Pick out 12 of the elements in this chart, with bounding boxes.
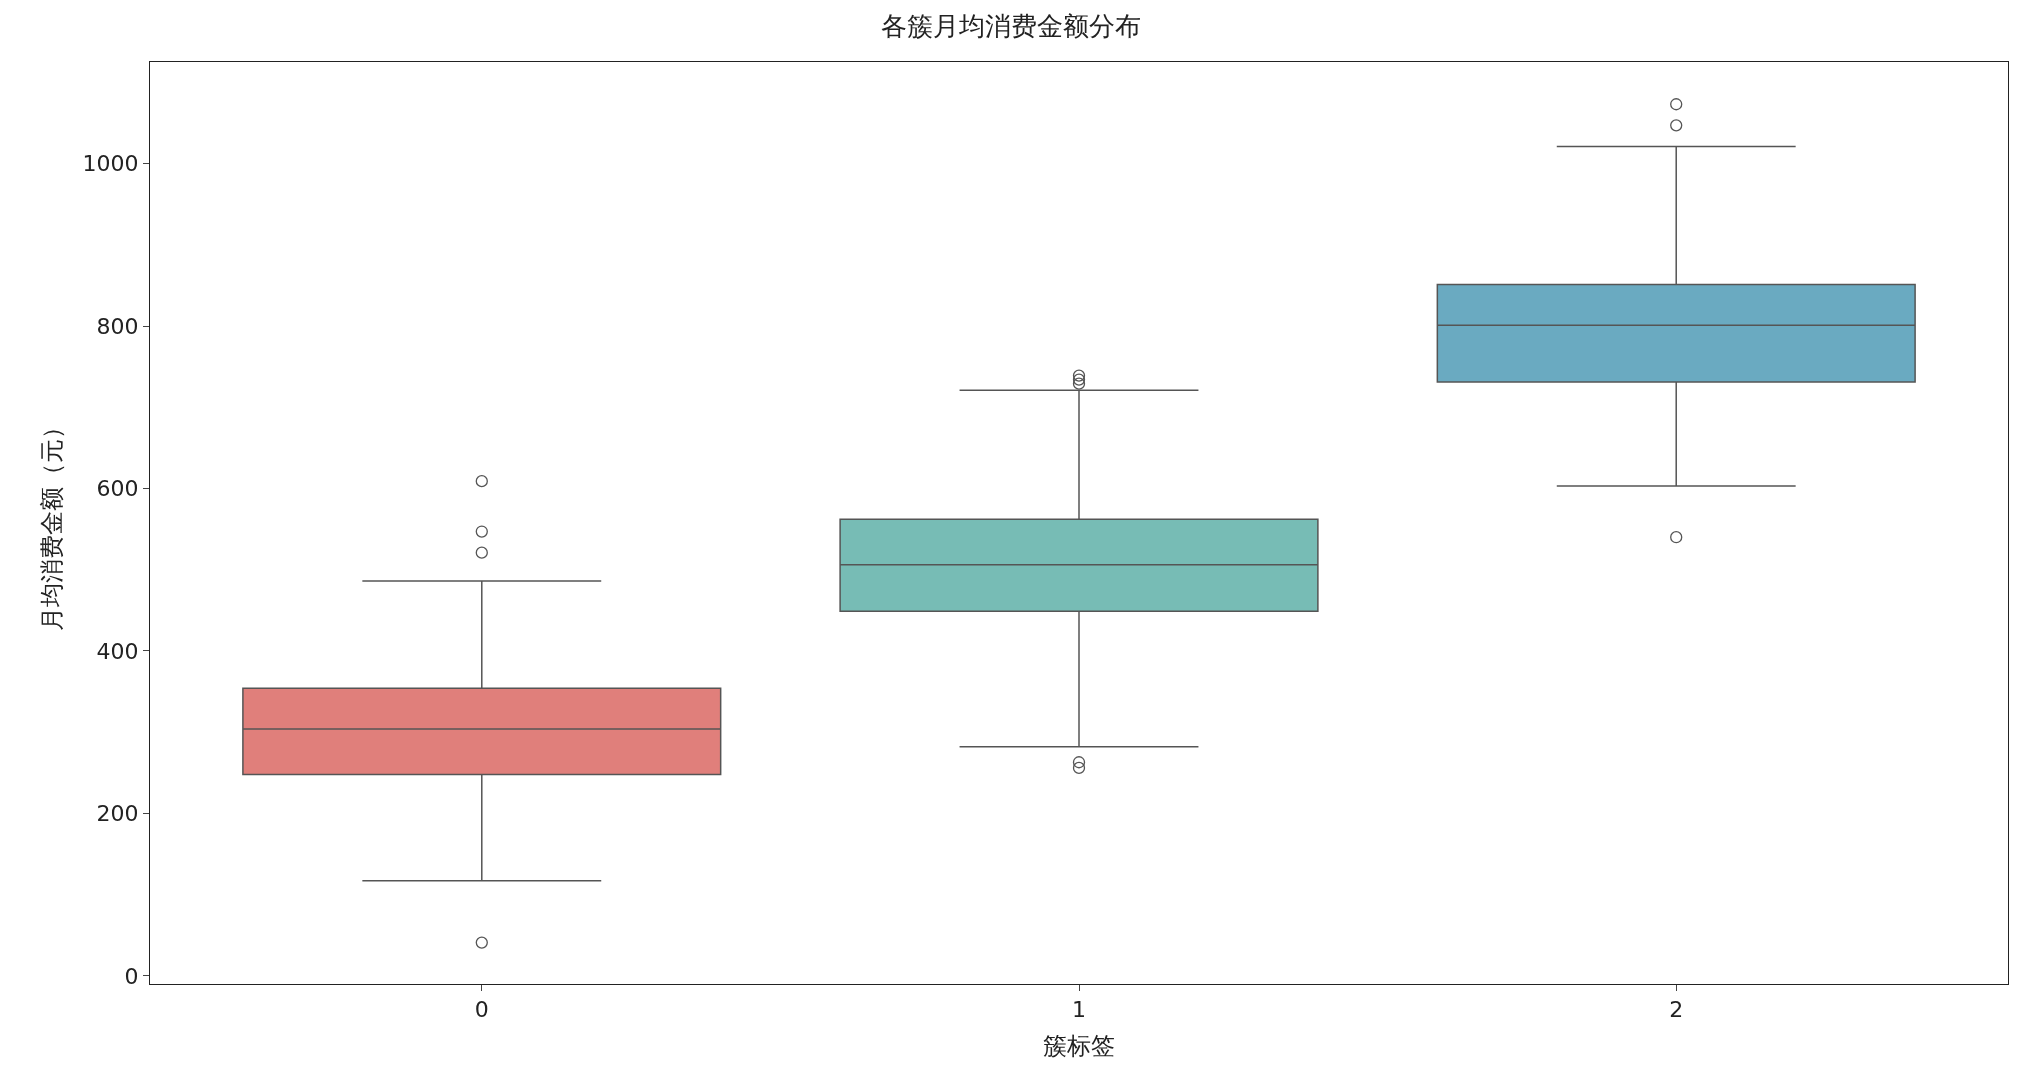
chart-title: 各簇月均消费金额分布 xyxy=(881,10,1141,41)
y-tick-label: 800 xyxy=(96,313,139,339)
y-tick-label: 200 xyxy=(96,801,139,827)
x-tick-label: 1 xyxy=(1072,997,1086,1023)
y-tick-label: 1000 xyxy=(82,151,139,177)
y-axis-title: 月均消费金额（元） xyxy=(37,415,66,631)
y-tick-label: 600 xyxy=(96,476,139,502)
x-tick-label: 2 xyxy=(1669,997,1684,1023)
y-tick-label: 0 xyxy=(124,963,139,989)
x-axis-title: 簇标签 xyxy=(1043,1031,1115,1060)
x-tick-label: 0 xyxy=(474,997,489,1023)
y-tick-label: 400 xyxy=(96,638,139,664)
